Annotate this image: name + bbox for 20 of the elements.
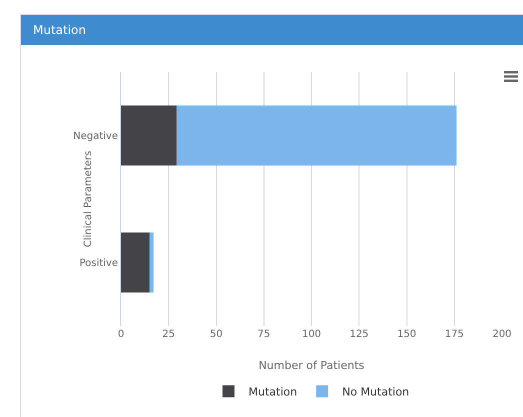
legend-label: Mutation bbox=[248, 386, 298, 399]
x-tick-label: 50 bbox=[210, 329, 223, 340]
bar bbox=[121, 106, 176, 166]
x-tick-label: 0 bbox=[118, 329, 124, 340]
bar bbox=[121, 232, 150, 292]
x-tick-label: 200 bbox=[492, 329, 512, 340]
x-tick-label: 25 bbox=[162, 329, 175, 340]
x-axis-title: Number of Patients bbox=[258, 359, 365, 372]
x-tick-label: 75 bbox=[258, 329, 270, 340]
bar bbox=[150, 232, 154, 292]
y-tick-label: Negative bbox=[73, 131, 118, 142]
x-tick-label: 125 bbox=[350, 329, 369, 340]
x-tick-label: 100 bbox=[302, 329, 322, 340]
x-tick-label: 150 bbox=[397, 329, 416, 340]
bar bbox=[176, 106, 456, 166]
legend-label: No Mutation bbox=[342, 386, 410, 399]
y-tick-label: Positive bbox=[79, 258, 118, 269]
y-axis-title: Clinical Parameters bbox=[83, 150, 94, 248]
chart-title: Mutation bbox=[21, 15, 523, 45]
x-tick-label: 175 bbox=[444, 329, 464, 340]
